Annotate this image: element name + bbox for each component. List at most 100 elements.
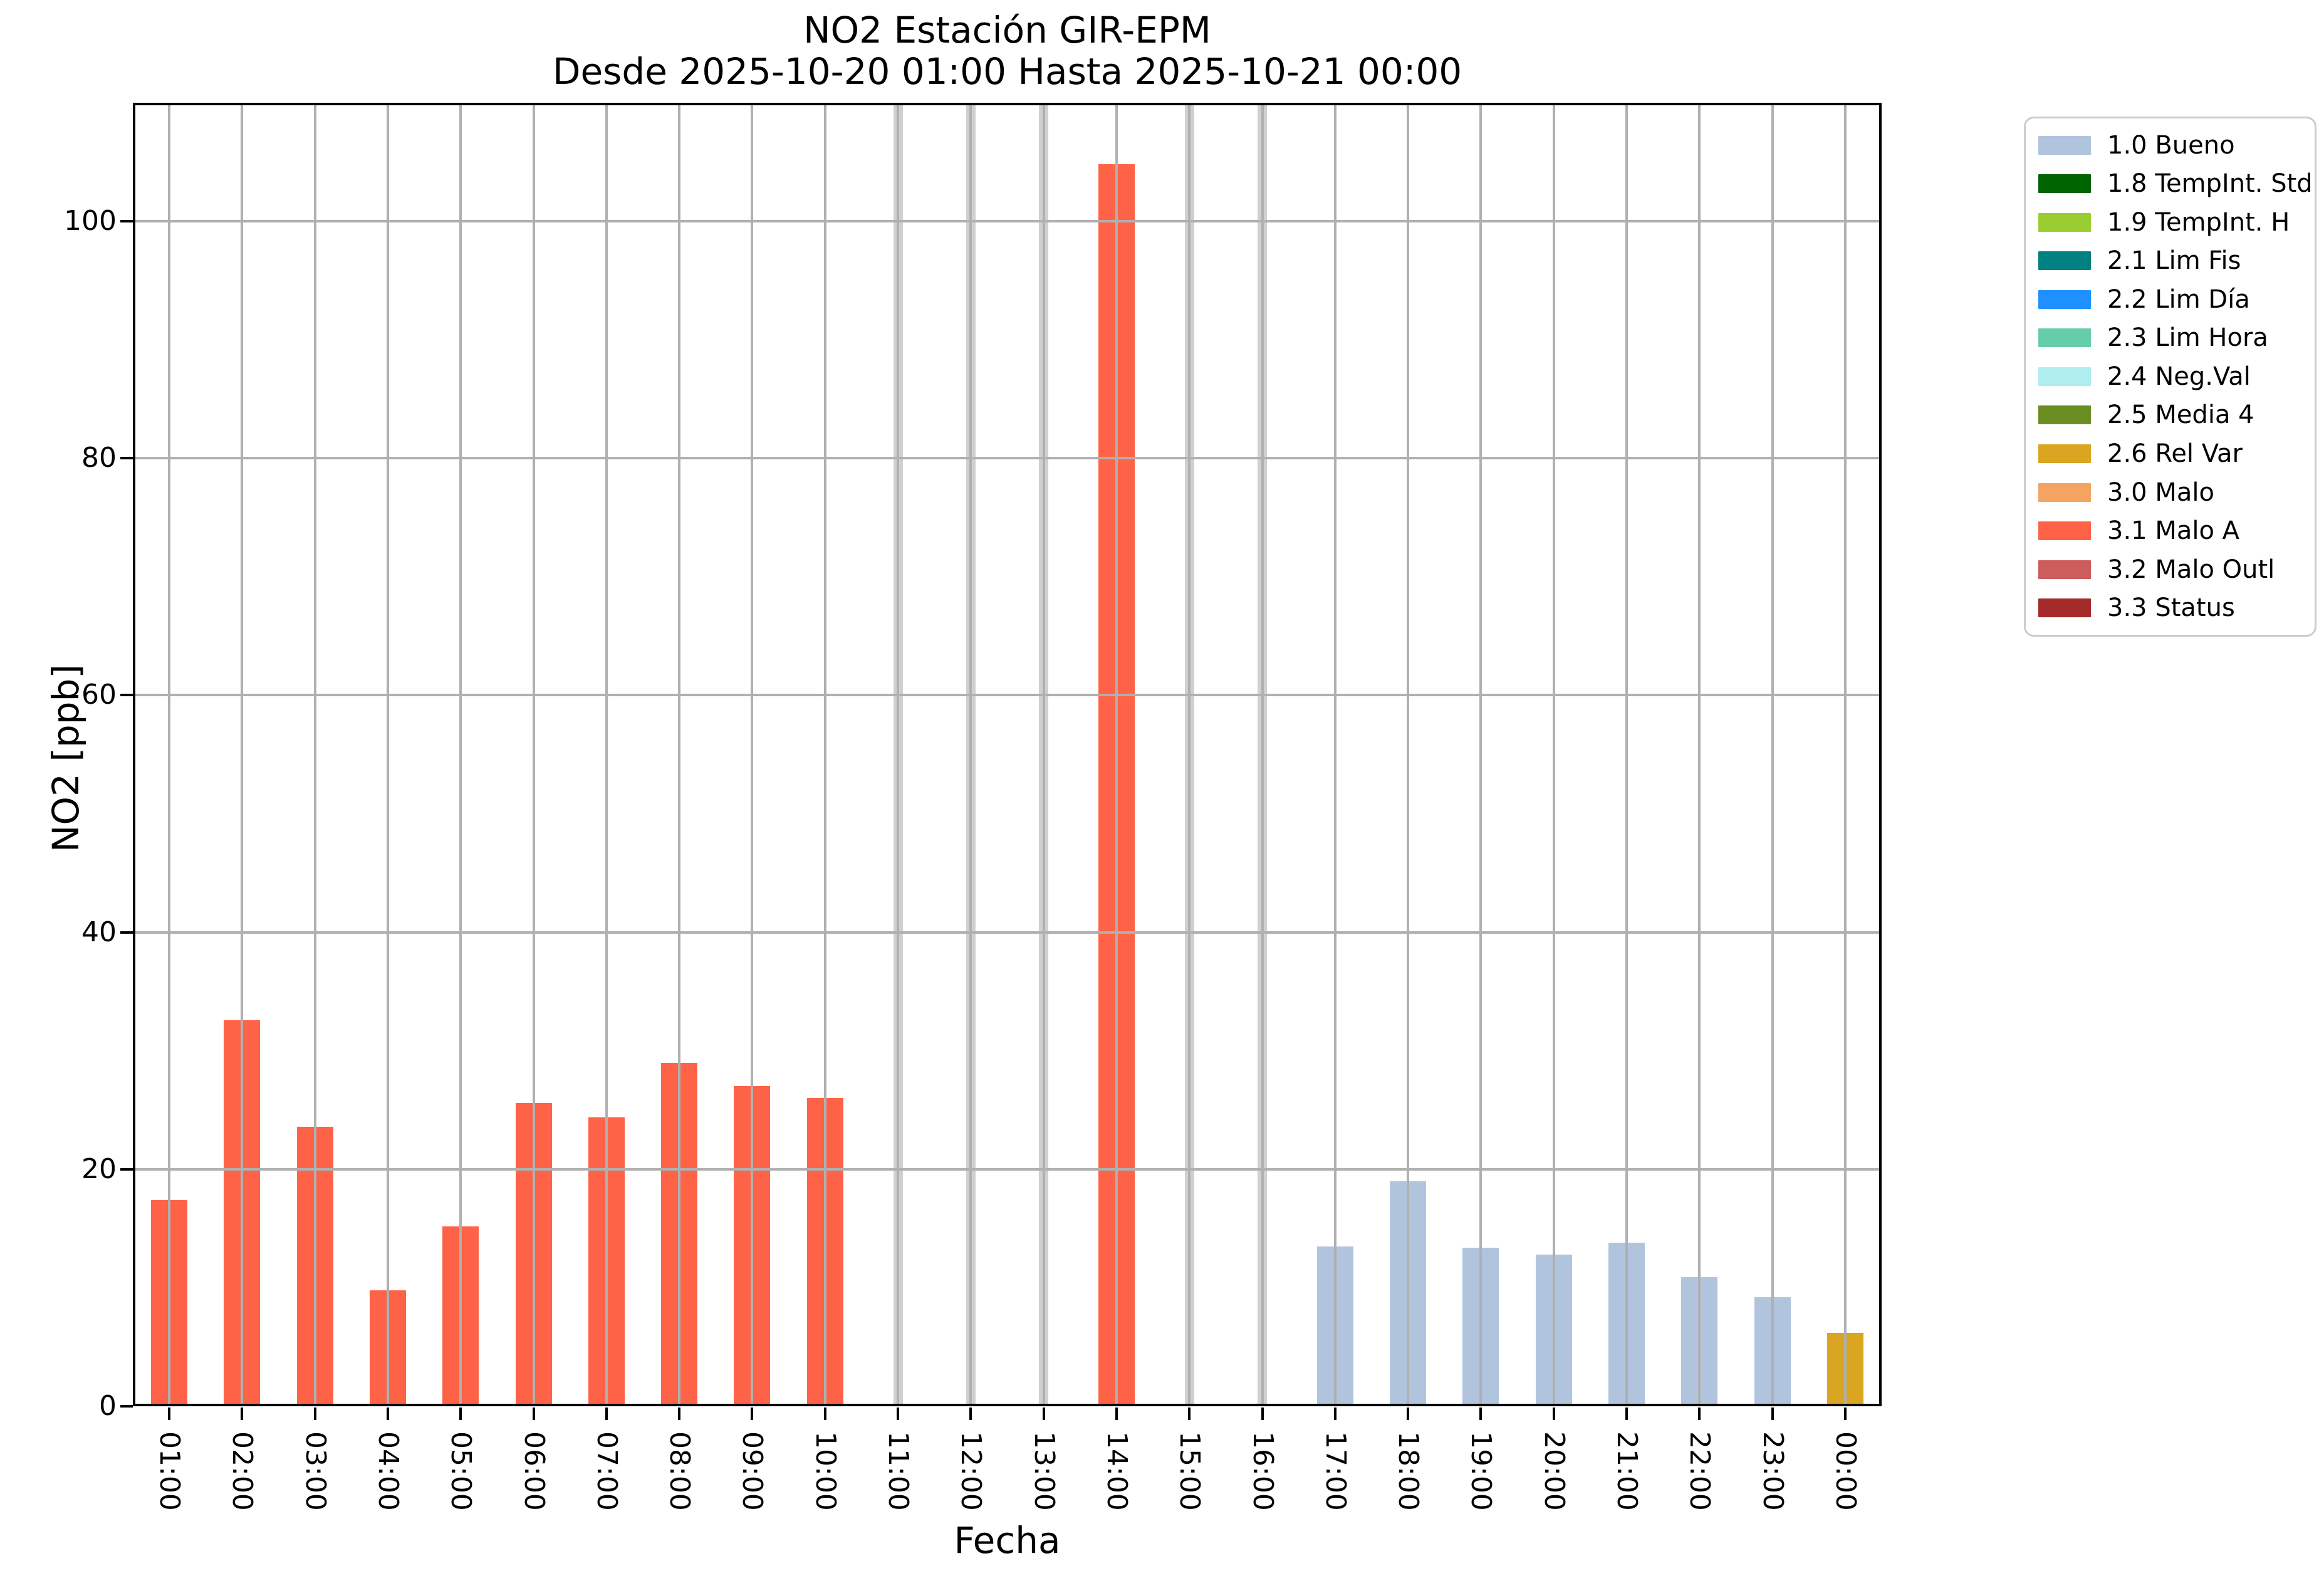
legend-color-swatch	[2038, 444, 2091, 464]
x-tick-label: 21:00	[1610, 1431, 1643, 1511]
x-tick-mark	[823, 1408, 826, 1420]
legend-color-swatch	[2038, 483, 2091, 502]
vertical-gridline	[241, 103, 244, 1406]
legend-item: 1.0 Bueno	[2038, 131, 2302, 160]
horizontal-gridline	[133, 694, 1882, 697]
vertical-gridline	[1771, 103, 1774, 1406]
legend-color-swatch	[2038, 521, 2091, 541]
vertical-gridline	[1333, 103, 1337, 1406]
legend-color-swatch	[2038, 251, 2091, 271]
horizontal-gridline	[133, 931, 1882, 934]
y-tick-mark	[120, 931, 133, 934]
left-spine	[133, 103, 135, 1406]
vertical-gridline	[1115, 103, 1118, 1406]
x-tick-label: 22:00	[1684, 1431, 1716, 1511]
y-tick-mark	[120, 1405, 133, 1408]
x-tick-label: 02:00	[226, 1431, 259, 1511]
vertical-gridline	[605, 103, 608, 1406]
vertical-gridline	[1552, 103, 1555, 1406]
vertical-gridline	[1407, 103, 1410, 1406]
legend-item: 2.5 Media 4	[2038, 400, 2302, 429]
x-tick-mark	[751, 1408, 754, 1420]
x-tick-label: 12:00	[955, 1431, 987, 1511]
x-tick-label: 18:00	[1392, 1431, 1425, 1511]
legend-item-label: 3.2 Malo Outl	[2107, 555, 2275, 584]
legend-color-swatch	[2038, 212, 2091, 232]
horizontal-gridline	[133, 220, 1882, 223]
chart-subtitle: Desde 2025-10-20 01:00 Hasta 2025-10-21 …	[552, 50, 1462, 93]
y-tick-mark	[120, 1167, 133, 1171]
x-tick-mark	[969, 1408, 972, 1420]
legend-color-swatch	[2038, 367, 2091, 386]
legend-item-label: 2.6 Rel Var	[2107, 439, 2243, 469]
x-tick-label: 23:00	[1756, 1431, 1789, 1511]
right-spine	[1879, 103, 1882, 1406]
x-tick-label: 08:00	[664, 1431, 696, 1511]
x-tick-mark	[1115, 1408, 1118, 1420]
y-tick-label: 20	[81, 1152, 117, 1185]
x-tick-mark	[387, 1408, 390, 1420]
legend-item: 2.1 Lim Fis	[2038, 246, 2302, 275]
x-tick-label: 19:00	[1465, 1431, 1498, 1511]
vertical-gridline	[969, 103, 972, 1406]
x-tick-mark	[1625, 1408, 1628, 1420]
x-tick-label: 05:00	[445, 1431, 477, 1511]
legend-box: 1.0 Bueno 1.8 TempInt. Std 1.9 TempInt. H 2…	[2024, 117, 2316, 637]
x-tick-mark	[897, 1408, 900, 1420]
horizontal-gridline	[133, 457, 1882, 460]
y-tick-label: 40	[81, 916, 117, 948]
x-tick-label: 09:00	[736, 1431, 769, 1511]
vertical-gridline	[1698, 103, 1701, 1406]
vertical-gridline	[1479, 103, 1482, 1406]
legend-item-label: 2.3 Lim Hora	[2107, 323, 2268, 353]
legend-item: 2.2 Lim Día	[2038, 285, 2302, 314]
legend-item-label: 2.1 Lim Fis	[2107, 246, 2241, 276]
x-tick-mark	[532, 1408, 535, 1420]
legend-item-label: 1.9 TempInt. H	[2107, 207, 2290, 237]
chart-title: NO2 Estación GIR-EPM	[803, 9, 1211, 51]
x-tick-label: 15:00	[1174, 1431, 1206, 1511]
bottom-spine	[133, 1404, 1882, 1406]
x-tick-mark	[1698, 1408, 1701, 1420]
y-axis-label: NO2 [ppb]	[44, 664, 87, 853]
legend-color-swatch	[2038, 328, 2091, 348]
x-tick-label: 04:00	[372, 1431, 405, 1511]
vertical-gridline	[532, 103, 535, 1406]
legend-item: 3.0 Malo	[2038, 478, 2302, 507]
x-tick-label: 11:00	[882, 1431, 915, 1511]
vertical-gridline	[313, 103, 316, 1406]
horizontal-gridline	[133, 1167, 1882, 1171]
legend-item-label: 2.2 Lim Día	[2107, 285, 2250, 314]
vertical-gridline	[387, 103, 390, 1406]
legend-color-swatch	[2038, 560, 2091, 579]
x-tick-label: 20:00	[1538, 1431, 1570, 1511]
x-tick-label: 03:00	[299, 1431, 331, 1511]
vertical-gridline	[1843, 103, 1847, 1406]
x-tick-label: 13:00	[1028, 1431, 1060, 1511]
x-tick-mark	[1042, 1408, 1045, 1420]
x-tick-label: 07:00	[590, 1431, 623, 1511]
y-tick-label: 0	[99, 1390, 117, 1422]
x-tick-mark	[1333, 1408, 1337, 1420]
x-tick-mark	[678, 1408, 681, 1420]
legend-item: 2.6 Rel Var	[2038, 439, 2302, 468]
x-tick-mark	[313, 1408, 316, 1420]
x-tick-mark	[605, 1408, 608, 1420]
x-tick-mark	[168, 1408, 171, 1420]
legend-item-label: 3.3 Status	[2107, 593, 2235, 623]
legend-item: 1.8 TempInt. Std	[2038, 169, 2313, 198]
vertical-gridline	[823, 103, 826, 1406]
x-tick-mark	[1843, 1408, 1847, 1420]
legend-item: 1.9 TempInt. H	[2038, 208, 2302, 237]
x-tick-label: 16:00	[1246, 1431, 1279, 1511]
x-tick-mark	[1188, 1408, 1191, 1420]
y-tick-label: 60	[81, 679, 117, 711]
legend-item: 3.1 Malo A	[2038, 516, 2302, 545]
legend-color-swatch	[2038, 598, 2091, 618]
x-tick-mark	[459, 1408, 462, 1420]
plot-area	[133, 103, 1882, 1406]
vertical-gridline	[1625, 103, 1628, 1406]
vertical-gridline	[1188, 103, 1191, 1406]
legend-item: 2.3 Lim Hora	[2038, 323, 2302, 352]
